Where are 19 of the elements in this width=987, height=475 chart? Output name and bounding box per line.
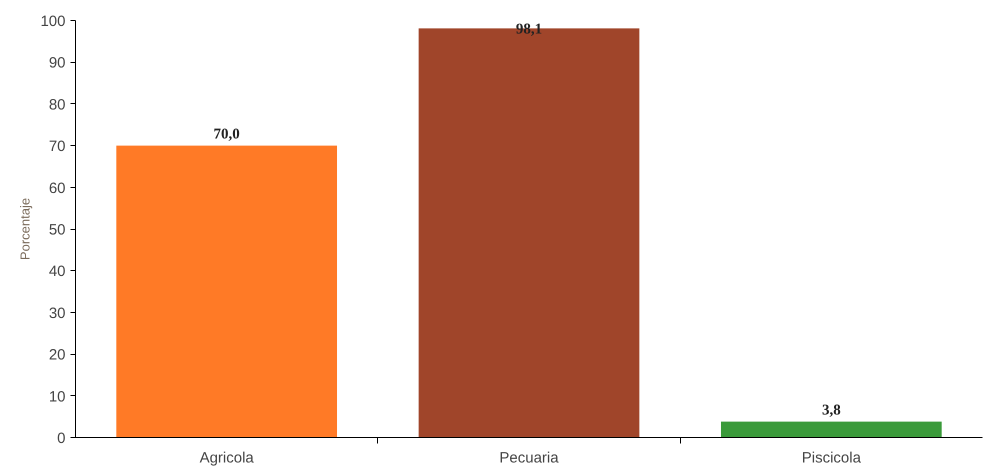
y-tick-label: 0 — [57, 430, 66, 447]
y-tick-label: 30 — [48, 304, 66, 322]
y-tick-label: 40 — [48, 263, 66, 280]
x-tick-label: Piscicola — [802, 450, 862, 466]
y-tick-label: 90 — [48, 54, 66, 72]
bar — [720, 422, 942, 438]
y-tick-label: 50 — [48, 222, 66, 238]
y-tick-label: 70 — [48, 138, 66, 156]
y-tick-label: 80 — [48, 96, 66, 114]
data-label: 3,8 — [822, 402, 841, 419]
data-label: 70,0 — [214, 126, 240, 143]
x-tick-label: Pecuaria — [499, 450, 560, 466]
y-axis-title: Porcentaje — [17, 198, 32, 260]
bar — [116, 146, 338, 438]
y-tick-label: 60 — [48, 180, 66, 197]
x-tick-label: Agricola — [200, 450, 254, 466]
y-tick-label: 10 — [48, 388, 66, 406]
y-tick-label: 100 — [40, 13, 66, 30]
y-tick-label: 20 — [48, 346, 66, 364]
